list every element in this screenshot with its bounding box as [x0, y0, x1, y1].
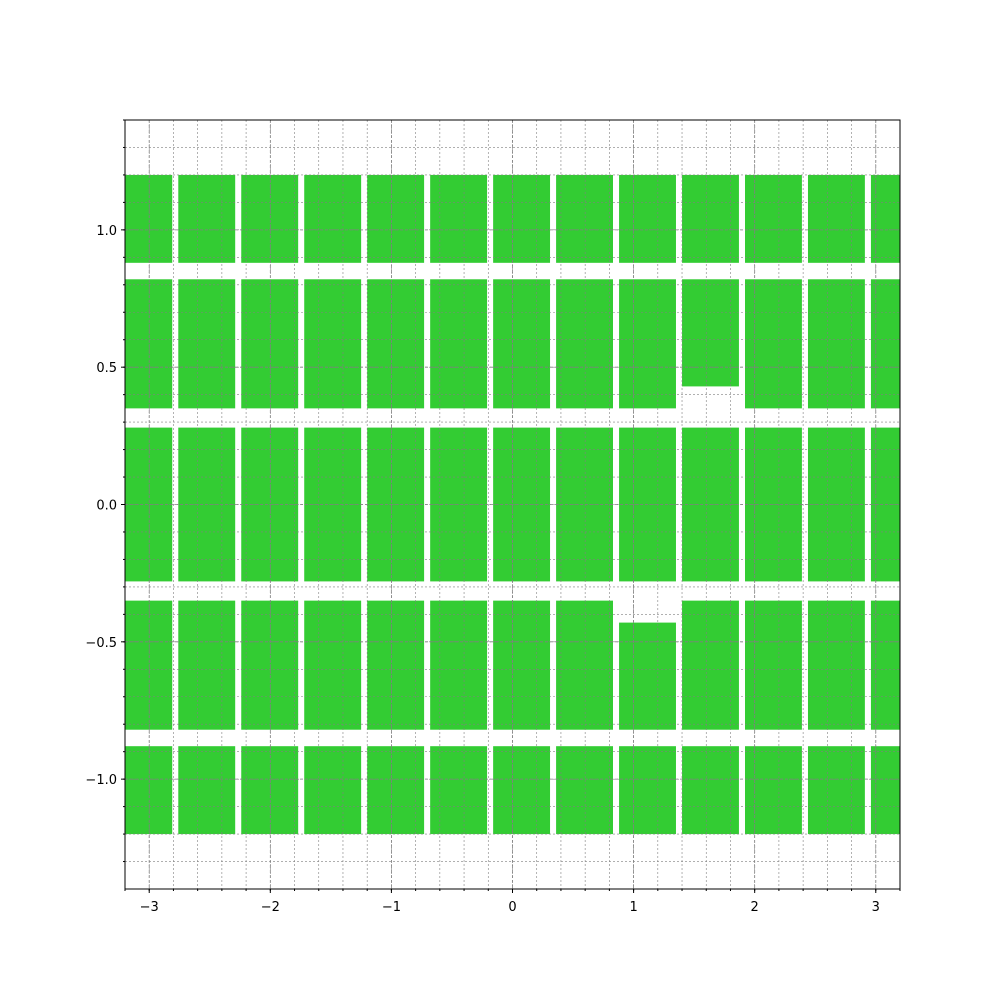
bar-r3-c7 — [556, 600, 613, 730]
bar-r3-c9 — [682, 600, 739, 730]
bar-r3-c4 — [367, 600, 425, 730]
bar-r0-c8 — [619, 174, 676, 263]
bar-r4-c3 — [304, 746, 362, 835]
bars-layer — [125, 174, 900, 835]
bar-r3-c6 — [493, 600, 551, 730]
bar-r0-c5 — [430, 174, 488, 263]
bar-r1-c3 — [304, 279, 362, 409]
bar-r3-c10 — [745, 600, 802, 730]
bar-r4-c0 — [125, 746, 173, 835]
bar-r3-c1 — [178, 600, 236, 730]
bar-r0-c7 — [556, 174, 613, 263]
bar-r4-c11 — [807, 746, 865, 835]
bar-r0-c0 — [125, 174, 173, 263]
bar-r1-c9 — [682, 279, 739, 387]
x-tick-label: 1 — [629, 900, 637, 915]
bar-r1-c5 — [430, 279, 488, 409]
y-tick-label: 0.0 — [96, 499, 117, 514]
bar-r4-c10 — [745, 746, 802, 835]
bar-r3-c2 — [241, 600, 299, 730]
x-tick-label: −1 — [382, 900, 401, 915]
bar-r4-c4 — [367, 746, 425, 835]
bar-r1-c0 — [125, 279, 173, 409]
bar-r3-c8 — [619, 622, 676, 730]
bar-r3-c12 — [870, 600, 900, 730]
bar-r0-c12 — [870, 174, 900, 263]
bar-r3-c3 — [304, 600, 362, 730]
bar-r1-c12 — [870, 279, 900, 409]
y-tick-label: 0.5 — [96, 361, 117, 376]
bar-r0-c4 — [367, 174, 425, 263]
bar-r4-c8 — [619, 746, 676, 835]
y-tick-label: 1.0 — [96, 224, 117, 239]
bar-r1-c7 — [556, 279, 613, 409]
bar-r0-c9 — [682, 174, 739, 263]
bar-r0-c3 — [304, 174, 362, 263]
x-tick-label: −2 — [261, 900, 280, 915]
bar-r4-c1 — [178, 746, 236, 835]
bar-r0-c10 — [745, 174, 802, 263]
bar-r4-c5 — [430, 746, 488, 835]
bar-r3-c0 — [125, 600, 173, 730]
bar-r1-c10 — [745, 279, 802, 409]
bar-r1-c6 — [493, 279, 551, 409]
bar-r0-c2 — [241, 174, 299, 263]
y-tick-label: −1.0 — [85, 773, 117, 788]
bar-r4-c12 — [870, 746, 900, 835]
bar-r1-c11 — [807, 279, 865, 409]
x-tick-label: −3 — [140, 900, 159, 915]
bar-r0-c1 — [178, 174, 236, 263]
bar-r4-c7 — [556, 746, 613, 835]
x-tick-label: 0 — [508, 900, 516, 915]
grid-layer — [124, 119, 901, 889]
bar-r2-c7 — [556, 427, 613, 582]
bar-r0-c6 — [493, 174, 551, 263]
bar-r1-c8 — [619, 279, 676, 409]
bar-r1-c2 — [241, 279, 299, 409]
bar-r1-c4 — [367, 279, 425, 409]
bar-r4-c2 — [241, 746, 299, 835]
x-tick-label: 3 — [872, 900, 880, 915]
bar-r4-c6 — [493, 746, 551, 835]
bar-r3-c5 — [430, 600, 488, 730]
bar-r4-c9 — [682, 746, 739, 835]
bar-r3-c11 — [807, 600, 865, 730]
x-tick-label: 2 — [751, 900, 759, 915]
axes-layer: −3 −2 −1 0 1 2 3 −1.0 −0.5 0.0 0.5 1.0 — [85, 119, 901, 915]
y-tick-label: −0.5 — [85, 636, 117, 651]
bar-r1-c1 — [178, 279, 236, 409]
bar-r0-c11 — [807, 174, 865, 263]
